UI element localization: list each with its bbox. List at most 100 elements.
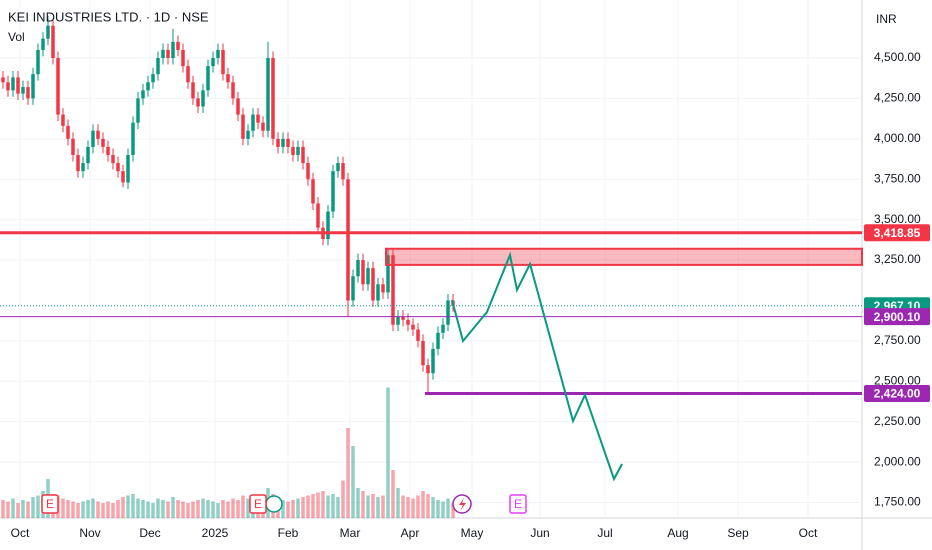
- candle-body: [256, 114, 260, 123]
- volume-bar: [351, 446, 355, 518]
- candle-body: [236, 98, 240, 115]
- candle-body: [111, 154, 115, 164]
- volume-bar: [376, 497, 380, 518]
- candle-body: [211, 58, 215, 67]
- volume-bar: [61, 498, 65, 518]
- candle-body: [106, 146, 110, 155]
- y-tick-label: 2,500.00: [874, 373, 921, 387]
- y-tick-label: 2,250.00: [874, 414, 921, 428]
- dividend-icon: [265, 495, 283, 513]
- zone: [385, 247, 863, 266]
- candle-body: [251, 114, 255, 131]
- volume-bar: [196, 500, 200, 518]
- candle-body: [181, 49, 185, 67]
- candle-body: [276, 138, 280, 147]
- volume-bar: [16, 503, 20, 518]
- y-tick-label: 4,000.00: [874, 131, 921, 145]
- candle-body: [241, 114, 245, 139]
- volume-bar: [421, 491, 425, 518]
- volume-bar: [136, 498, 140, 518]
- volume-bar: [311, 494, 315, 518]
- volume-bar: [116, 500, 120, 518]
- y-tick-label: 2,000.00: [874, 454, 921, 468]
- volume-bar: [361, 491, 365, 518]
- candle-body: [326, 211, 330, 240]
- candle-body: [331, 171, 335, 212]
- volume-bar: [226, 501, 230, 518]
- volume-bar: [211, 501, 215, 518]
- candle-body: [201, 90, 205, 107]
- candle-body: [46, 25, 50, 39]
- candle-body: [136, 98, 140, 123]
- volume-bar: [446, 498, 450, 518]
- volume-bar: [81, 501, 85, 518]
- volume-bar: [301, 497, 305, 518]
- volume-bar: [91, 498, 95, 518]
- volume-bar: [281, 500, 285, 518]
- candle-body: [121, 171, 125, 183]
- event-icon: [509, 494, 527, 514]
- candle-body: [156, 58, 160, 75]
- candle-body: [381, 284, 385, 293]
- title: KEI INDUSTRIES LTD. · 1D · NSE: [8, 9, 209, 24]
- candle-body: [41, 38, 45, 50]
- candle-body: [371, 268, 375, 301]
- candle-body: [366, 268, 370, 285]
- volume-bar: [181, 501, 185, 518]
- volume-bar: [236, 500, 240, 518]
- candle-body: [266, 58, 270, 131]
- candle-body: [221, 49, 225, 75]
- candle-body: [101, 138, 105, 147]
- volume-bar: [436, 500, 440, 518]
- candle-body: [231, 82, 235, 99]
- candle-body: [96, 130, 100, 139]
- candle-body: [336, 163, 340, 172]
- volume-bar: [411, 498, 415, 518]
- volume-bar: [326, 495, 330, 518]
- candle-body: [36, 49, 40, 75]
- y-tick-label: 4,500.00: [874, 50, 921, 64]
- candle-body: [271, 58, 275, 139]
- volume-bar: [156, 498, 160, 518]
- candle-body: [356, 260, 360, 277]
- x-tick-label: Oct: [799, 526, 818, 540]
- candle-body: [26, 87, 30, 99]
- candle-body: [31, 74, 35, 99]
- candle-body: [246, 130, 250, 139]
- volume-bar: [121, 497, 125, 518]
- candle-body: [391, 255, 395, 325]
- y-tick-label: 2,750.00: [874, 333, 921, 347]
- candle-body: [151, 74, 155, 83]
- candle-body: [261, 122, 265, 131]
- volume-bar: [441, 501, 445, 518]
- volume-bar: [101, 503, 105, 518]
- candle-body: [411, 324, 415, 330]
- price-tag: [864, 385, 930, 403]
- y-tick-label: 3,750.00: [874, 171, 921, 185]
- volume-label: Vol: [8, 30, 25, 44]
- candle-body: [341, 163, 345, 180]
- candle-body: [66, 125, 70, 139]
- candle-body: [161, 49, 165, 59]
- event-label: E: [46, 497, 54, 511]
- candle-body: [6, 82, 10, 91]
- candle-body: [196, 98, 200, 107]
- volume-bar: [6, 501, 10, 518]
- volume-bar: [176, 500, 180, 518]
- volume-bar: [366, 495, 370, 518]
- volume-bar: [401, 495, 405, 518]
- volume-bar: [286, 501, 290, 518]
- volume-bar: [161, 500, 165, 518]
- candle-body: [441, 324, 445, 333]
- candle-body: [406, 319, 410, 325]
- volume-bar: [126, 495, 130, 518]
- volume-bar: [66, 500, 70, 518]
- x-tick-label: Nov: [79, 526, 100, 540]
- y-tick-label: 4,250.00: [874, 91, 921, 105]
- x-tick-label: 2025: [202, 526, 229, 540]
- candle-body: [396, 316, 400, 325]
- candle-body: [351, 276, 355, 301]
- volume-bar: [186, 503, 190, 518]
- candle-body: [401, 316, 405, 320]
- price-tag-label: 2,900.10: [874, 310, 921, 324]
